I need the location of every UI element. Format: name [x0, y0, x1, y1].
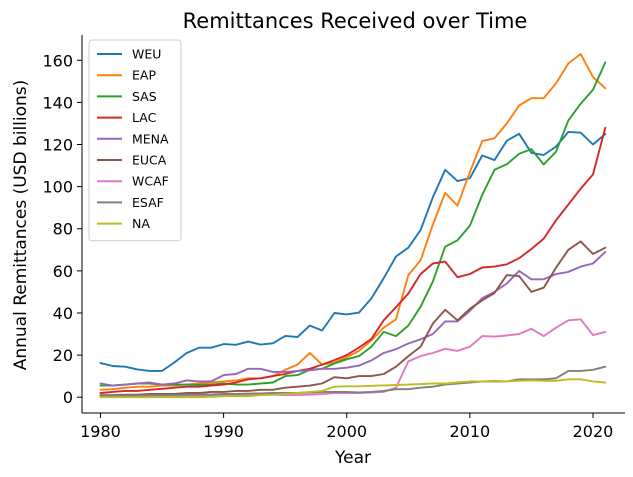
y-tick-label-120: 120: [42, 136, 73, 155]
series-line-mena: [99, 250, 607, 387]
series-line-euca: [99, 240, 607, 397]
series-line-esaf: [99, 365, 607, 397]
x-tick-label-1980: 1980: [80, 422, 121, 441]
plot-lines: [99, 53, 607, 399]
y-axis-title: Annual Remittances (USD billions): [11, 80, 31, 371]
legend-label-lac: LAC: [132, 110, 157, 125]
series-line-sas: [99, 61, 607, 387]
series-line-lac: [99, 126, 607, 394]
x-axis-ticks: 1980 1990 2000 2010 2020: [80, 413, 613, 441]
y-tick-label-60: 60: [53, 262, 73, 281]
x-tick-label-2010: 2010: [449, 422, 490, 441]
y-tick-label-160: 160: [42, 51, 73, 70]
legend-label-euca: EUCA: [132, 153, 167, 168]
legend-label-wcaf: WCAF: [132, 174, 169, 189]
legend-label-mena: MENA: [132, 131, 169, 146]
y-axis-ticks: 0 20 40 60 80 100 120 140 160: [42, 51, 82, 407]
legend-label-sas: SAS: [132, 89, 157, 104]
legend: WEU EAP SAS LAC MENA EUCA WCAF ESAF NA: [88, 39, 182, 242]
legend-box: [88, 39, 182, 242]
x-tick-label-2000: 2000: [326, 422, 367, 441]
legend-label-weu: WEU: [132, 47, 161, 62]
x-tick-label-1990: 1990: [203, 422, 244, 441]
y-tick-label-100: 100: [42, 178, 73, 197]
x-tick-label-2020: 2020: [573, 422, 614, 441]
chart-title: Remittances Received over Time: [183, 9, 528, 33]
series-line-weu: [99, 130, 607, 372]
legend-label-na: NA: [132, 216, 150, 231]
y-tick-label-140: 140: [42, 93, 73, 112]
y-tick-label-80: 80: [53, 220, 73, 239]
series-line-na: [99, 378, 607, 399]
x-axis-title: Year: [334, 448, 371, 468]
y-tick-label-40: 40: [53, 304, 73, 323]
y-tick-label-20: 20: [53, 346, 73, 365]
y-tick-label-0: 0: [63, 388, 73, 407]
legend-label-eap: EAP: [132, 68, 156, 83]
legend-label-esaf: ESAF: [132, 195, 164, 210]
